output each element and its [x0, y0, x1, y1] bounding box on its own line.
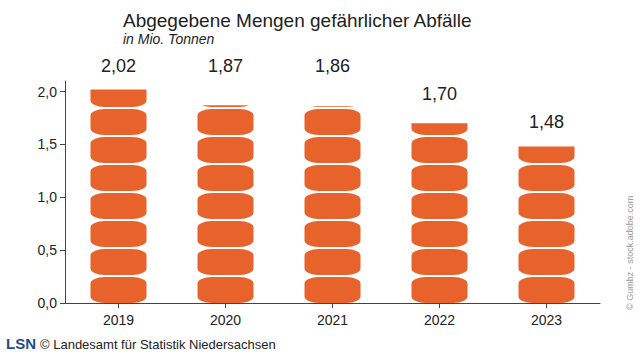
svg-text:1,70: 1,70 [422, 84, 457, 104]
svg-text:© Gumbz - stock.adobe.com: © Gumbz - stock.adobe.com [625, 196, 635, 310]
svg-text:1,0: 1,0 [38, 189, 58, 205]
svg-text:2023: 2023 [531, 312, 562, 328]
svg-text:1,48: 1,48 [529, 112, 564, 132]
svg-text:1,86: 1,86 [315, 56, 350, 76]
svg-text:1,87: 1,87 [208, 56, 243, 76]
svg-text:2022: 2022 [424, 312, 455, 328]
svg-text:0,5: 0,5 [38, 242, 58, 258]
svg-text:1,5: 1,5 [38, 136, 58, 152]
svg-text:in Mio. Tonnen: in Mio. Tonnen [123, 31, 215, 47]
svg-text:LSN: LSN [6, 335, 36, 352]
svg-text:© Landesamt für Statistik Nied: © Landesamt für Statistik Niedersachsen [40, 337, 276, 352]
svg-text:2,0: 2,0 [38, 84, 58, 100]
svg-text:2020: 2020 [210, 312, 241, 328]
svg-text:2021: 2021 [317, 312, 348, 328]
svg-text:2,02: 2,02 [101, 56, 136, 76]
svg-text:2019: 2019 [103, 312, 134, 328]
svg-text:0,0: 0,0 [38, 295, 58, 311]
svg-text:Abgegebene Mengen gefährlicher: Abgegebene Mengen gefährlicher Abfälle [123, 10, 472, 31]
